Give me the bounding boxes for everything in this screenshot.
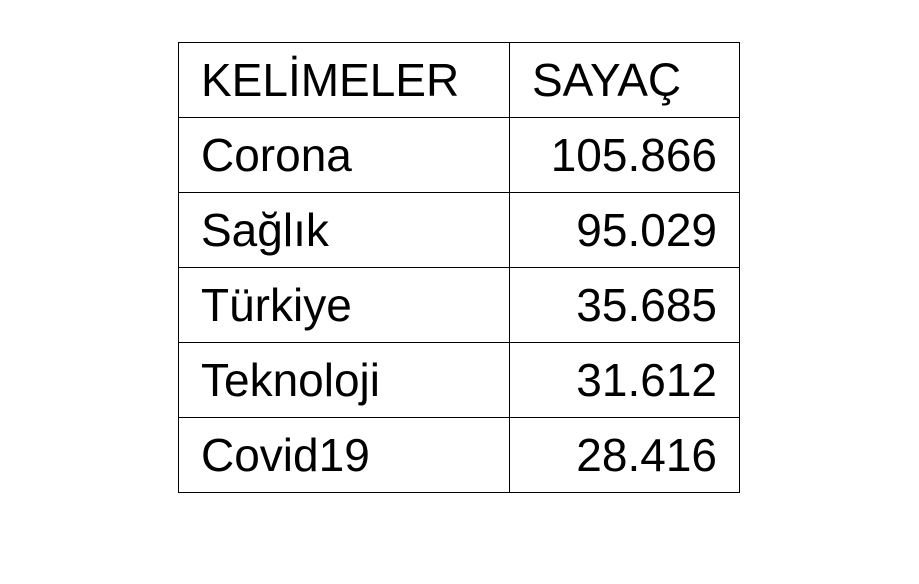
word-cell: Sağlık — [178, 192, 510, 268]
count-cell: 28.416 — [509, 417, 740, 493]
word-cell: Covid19 — [178, 417, 510, 493]
count-cell: 95.029 — [509, 192, 740, 268]
word-cell: Corona — [178, 117, 510, 193]
word-cell: Teknoloji — [178, 342, 510, 418]
table-row: Sağlık 95.029 — [178, 192, 740, 268]
word-cell: Türkiye — [178, 267, 510, 343]
count-cell: 105.866 — [509, 117, 740, 193]
table-row: Türkiye 35.685 — [178, 267, 740, 343]
table-row: Teknoloji 31.612 — [178, 342, 740, 418]
header-words: KELİMELER — [178, 42, 510, 118]
count-cell: 31.612 — [509, 342, 740, 418]
word-count-table: KELİMELER SAYAÇ Corona 105.866 Sağlık 95… — [178, 42, 740, 493]
word-count-table-container: KELİMELER SAYAÇ Corona 105.866 Sağlık 95… — [178, 42, 740, 493]
table-row: Covid19 28.416 — [178, 417, 740, 493]
count-cell: 35.685 — [509, 267, 740, 343]
table-header-row: KELİMELER SAYAÇ — [178, 42, 740, 118]
table-row: Corona 105.866 — [178, 117, 740, 193]
header-counter: SAYAÇ — [509, 42, 740, 118]
